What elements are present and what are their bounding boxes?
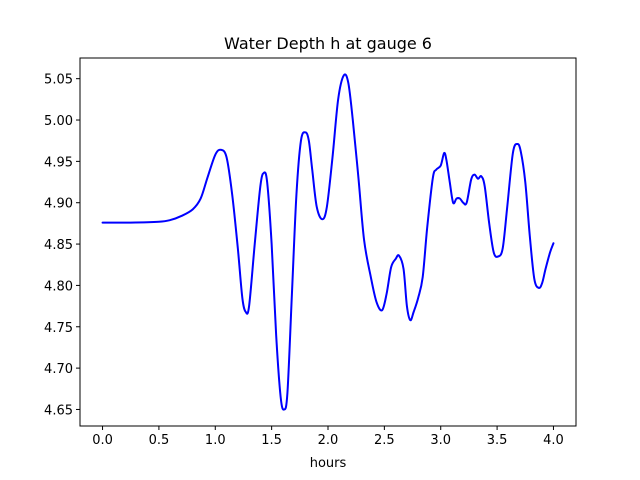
x-tick-label: 3.0	[430, 433, 451, 448]
x-axis-label: hours	[310, 456, 347, 471]
x-tick-label: 2.5	[374, 433, 395, 448]
y-tick-label: 4.65	[44, 403, 73, 418]
y-tick-label: 4.70	[44, 362, 73, 377]
chart-title: Water Depth h at gauge 6	[224, 34, 432, 53]
x-tick-label: 3.5	[487, 433, 508, 448]
y-tick-label: 5.00	[44, 114, 73, 129]
y-tick-label: 4.85	[44, 238, 73, 253]
y-tick-label: 4.90	[44, 197, 73, 212]
y-tick-label: 5.05	[44, 73, 73, 88]
x-tick-label: 2.0	[318, 433, 339, 448]
axis-ticks: 0.0 0.5 1.0 1.5 2.0 2.5 3.0 3.5 4.0 4.65 4.70 4.75 4…	[44, 73, 564, 448]
y-tick-label: 4.80	[44, 279, 73, 294]
x-tick-label: 1.5	[261, 433, 282, 448]
x-tick-label: 0.5	[149, 433, 170, 448]
y-tick-label: 4.95	[44, 155, 73, 170]
plot-area	[101, 73, 555, 411]
x-tick-label: 0.0	[92, 433, 113, 448]
x-tick-label: 1.0	[205, 433, 226, 448]
x-tick-label: 4.0	[543, 433, 564, 448]
series-line	[101, 73, 555, 411]
y-tick-label: 4.75	[44, 321, 73, 336]
plot-frame	[79, 57, 577, 427]
